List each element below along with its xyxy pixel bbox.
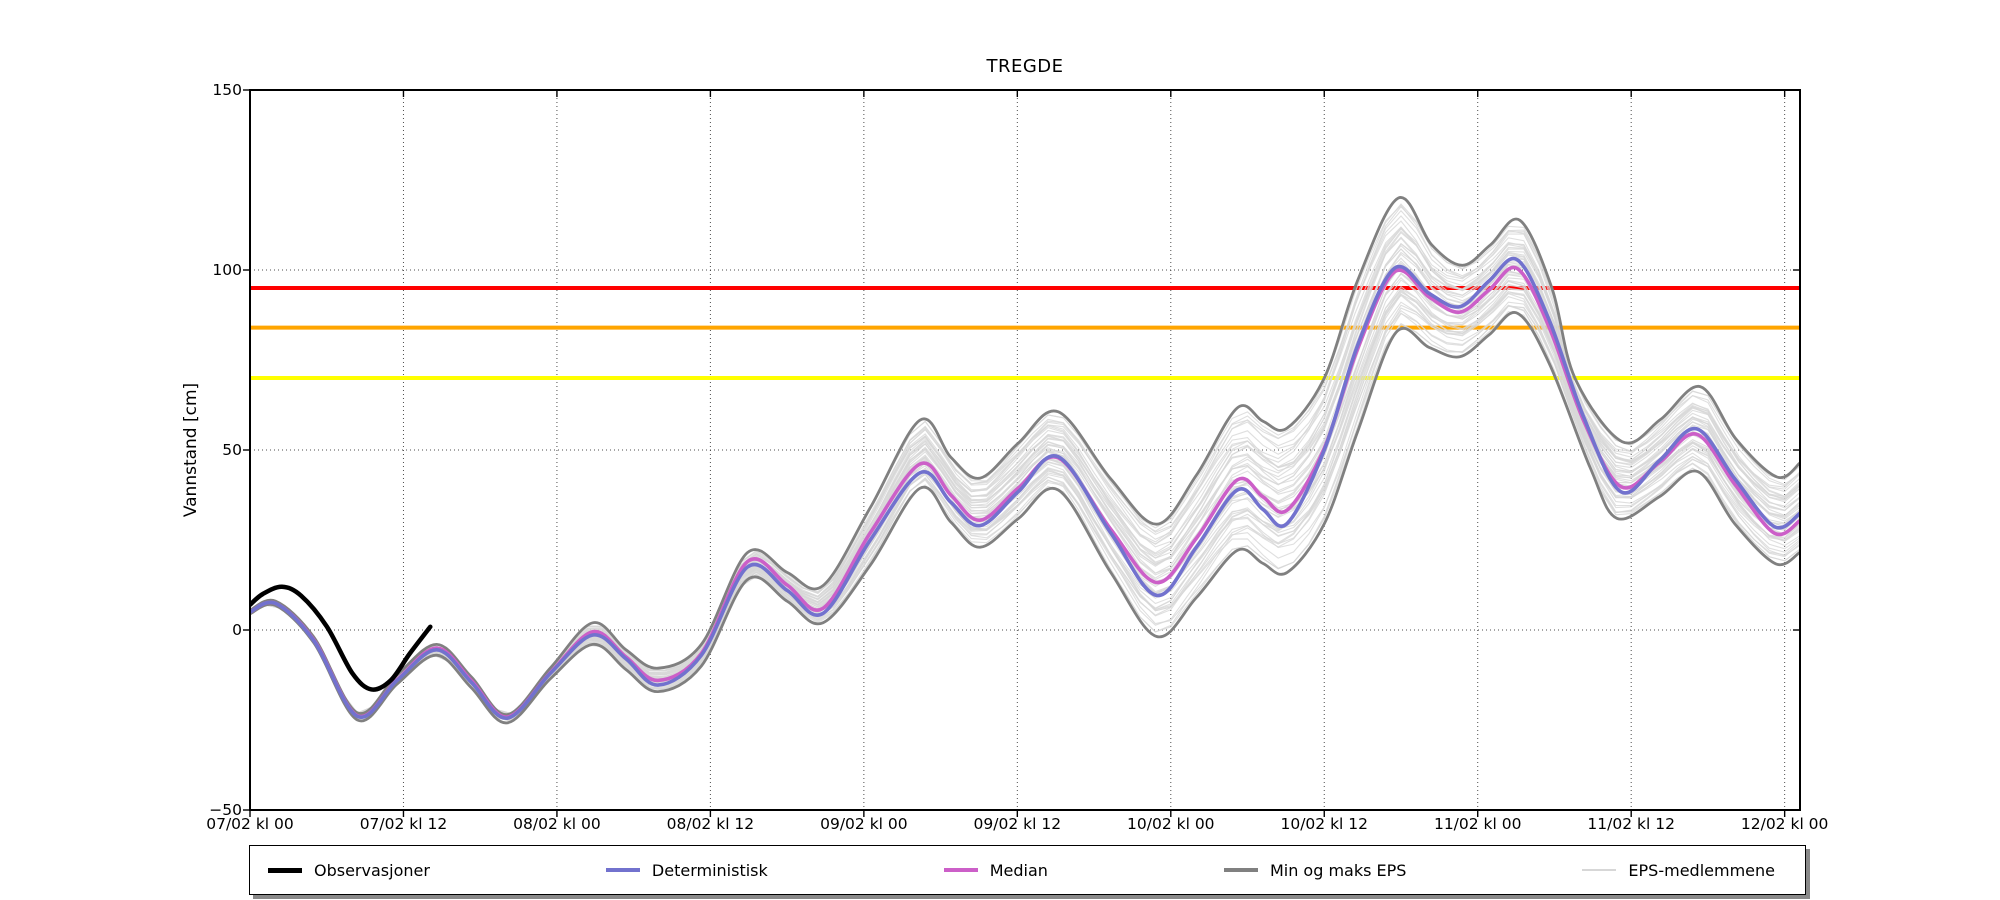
eps-member-line <box>250 237 1800 717</box>
x-tick-label: 11/02 kl 12 <box>1587 815 1675 833</box>
legend-label: Observasjoner <box>314 860 430 880</box>
y-tick-label: 0 <box>232 621 242 639</box>
x-tick-label: 07/02 kl 00 <box>206 815 294 833</box>
eps-member-line <box>250 260 1800 720</box>
y-tick-label: 50 <box>222 441 242 459</box>
legend-item-eps-medlemmene: EPS-medlemmene <box>1582 861 1775 880</box>
x-tick-label: 11/02 kl 00 <box>1433 815 1522 833</box>
x-tick-label: 08/02 kl 12 <box>666 815 755 833</box>
y-tick-label: 150 <box>212 81 242 99</box>
y-tick-label: 100 <box>212 261 242 279</box>
legend-line-median-icon <box>943 868 978 872</box>
eps-member-line <box>250 204 1800 716</box>
eps-member-line <box>250 283 1800 720</box>
eps-max-line <box>250 196 1800 716</box>
x-tick-label: 12/02 kl 00 <box>1740 815 1829 833</box>
legend-line-observasjoner-icon <box>268 867 302 873</box>
x-tick-label: 08/02 kl 00 <box>513 815 601 833</box>
eps-member-line <box>250 262 1800 718</box>
x-tick-label: 10/02 kl 00 <box>1127 815 1215 833</box>
eps-member-line <box>250 272 1800 719</box>
legend-line-eps-medlemmene-icon <box>1582 869 1617 871</box>
y-tick-label: −50 <box>209 801 242 819</box>
eps-member-line <box>250 272 1800 720</box>
x-tick-label: 07/02 kl 12 <box>359 815 448 833</box>
chart-title: TREGDE <box>986 56 1064 77</box>
eps-member-line <box>250 230 1800 716</box>
legend-item-median: Median <box>943 860 1048 880</box>
legend-label: EPS-medlemmene <box>1628 860 1775 880</box>
eps-member-line <box>250 203 1800 717</box>
legend-label: Median <box>989 860 1048 880</box>
eps-min-line <box>250 311 1800 725</box>
legend-item-observasjoner: Observasjoner <box>268 861 430 880</box>
legend-line-deterministisk-icon <box>605 868 640 872</box>
eps-member-line <box>250 231 1800 715</box>
legend-label: Deterministisk <box>651 860 768 880</box>
x-tick-label: 09/02 kl 00 <box>820 815 908 833</box>
legend-line-min-maks-eps-icon <box>1223 868 1258 872</box>
observations-line <box>250 584 433 692</box>
x-tick-label: 09/02 kl 12 <box>973 815 1062 833</box>
legend: Observasjoner Deterministisk Median Min … <box>249 845 1806 895</box>
deterministic-line <box>250 256 1800 720</box>
eps-member-line <box>250 228 1800 718</box>
eps-member-line <box>250 205 1800 715</box>
legend-item-min-maks-eps: Min og maks EPS <box>1223 860 1407 880</box>
legend-label: Min og maks EPS <box>1269 860 1407 880</box>
axes-frame <box>249 89 1801 811</box>
x-tick-label: 10/02 kl 12 <box>1280 815 1369 833</box>
legend-item-deterministisk: Deterministisk <box>605 860 768 880</box>
